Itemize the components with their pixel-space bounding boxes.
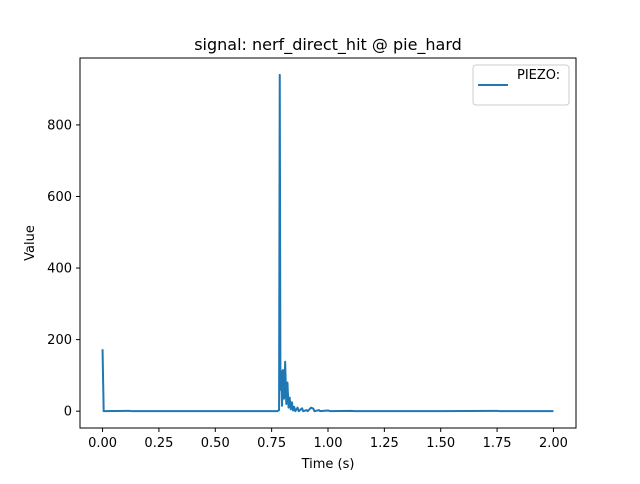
x-tick-label: 0.25	[144, 436, 173, 451]
plot-area	[80, 58, 576, 428]
x-tick-label: 0.50	[201, 436, 230, 451]
legend-label: PIEZO:	[517, 68, 560, 83]
x-tick-label: 1.75	[483, 436, 512, 451]
series-line	[101, 73, 554, 413]
legend: PIEZO:	[472, 64, 570, 106]
y-tick-label: 600	[47, 190, 72, 205]
x-tick-label: 2.00	[539, 436, 568, 451]
y-tick-label: 200	[47, 333, 72, 348]
x-tick-label: 0.00	[88, 436, 117, 451]
x-tick-label: 1.25	[370, 436, 399, 451]
y-tick-label: 400	[47, 262, 72, 277]
x-axis-label: Time (s)	[301, 457, 355, 472]
y-axis-ticks: 0 200 400 600 800	[47, 118, 80, 420]
x-tick-label: 1.00	[314, 436, 343, 451]
y-axis-label: Value	[23, 225, 38, 261]
chart-title: signal: nerf_direct_hit @ pie_hard	[194, 35, 462, 55]
y-tick-label: 0	[64, 405, 72, 420]
x-tick-label: 0.75	[257, 436, 286, 451]
legend-box	[472, 64, 570, 106]
x-tick-label: 1.50	[426, 436, 455, 451]
series-layer	[101, 73, 554, 413]
x-axis-ticks: 0.00 0.25 0.50 0.75 1.00 1.25 1.50 1.75 2.00	[88, 428, 568, 451]
y-tick-label: 800	[47, 118, 72, 133]
plot-frame	[79, 57, 577, 429]
